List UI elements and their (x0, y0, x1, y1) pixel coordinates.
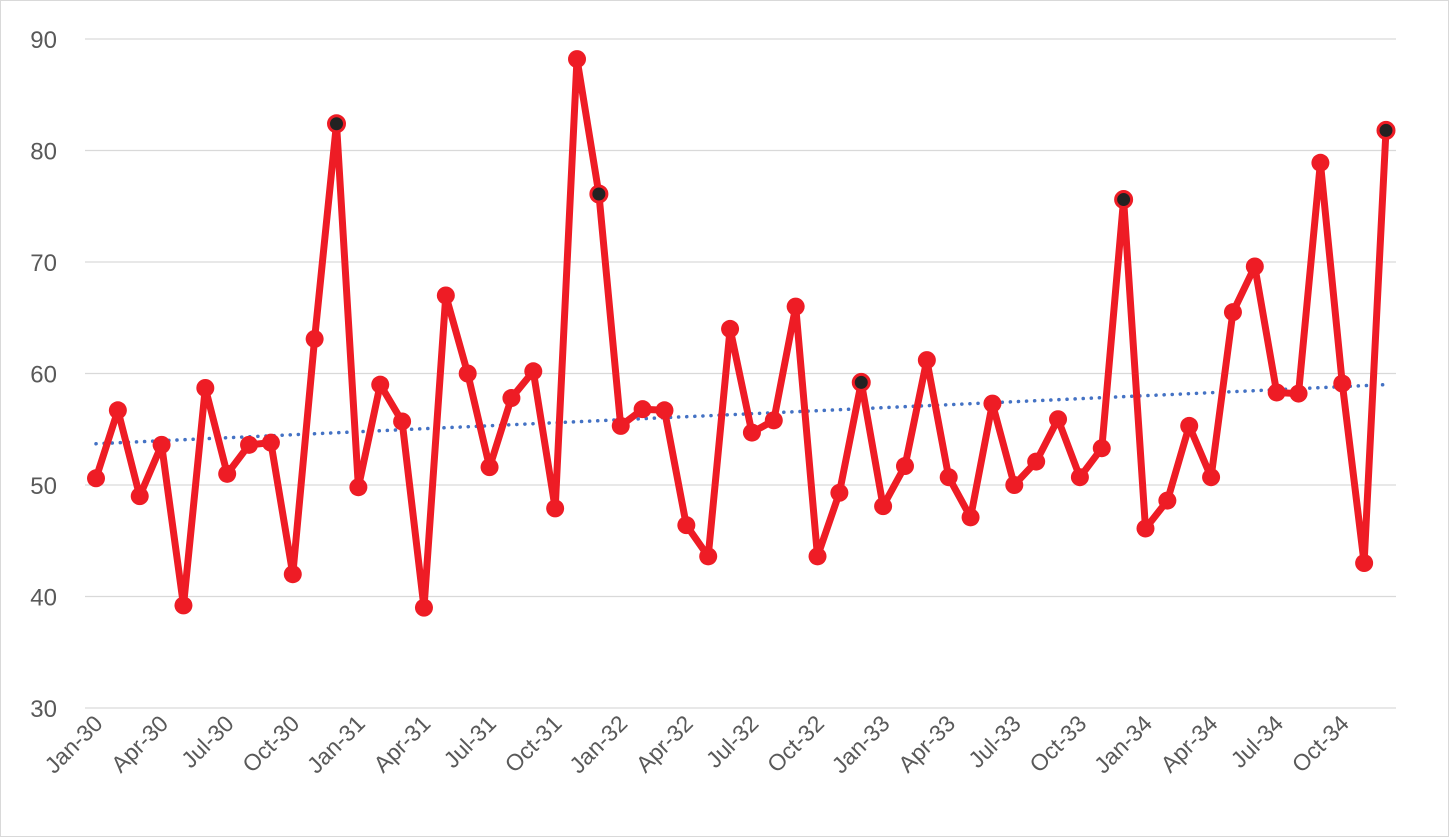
x-tick-label: Jul-32 (701, 710, 764, 773)
x-tick-label: Apr-31 (368, 710, 435, 777)
data-point (1311, 153, 1330, 172)
highlighted-data-point (1114, 190, 1134, 210)
data-point (371, 375, 390, 394)
data-point (677, 516, 696, 535)
series-group (87, 50, 1396, 617)
y-tick-label: 90 (30, 27, 57, 54)
highlighted-data-point (589, 184, 609, 204)
y-tick-label: 40 (30, 585, 57, 612)
trendline-group (94, 382, 1388, 446)
x-tick-label: Oct-30 (237, 710, 304, 777)
data-point (458, 364, 477, 383)
data-point (1092, 439, 1111, 458)
y-tick-label: 50 (30, 473, 57, 500)
x-tick-label: Jul-30 (176, 710, 239, 773)
data-point (1245, 257, 1264, 276)
data-point (196, 378, 215, 397)
data-point (502, 389, 521, 408)
data-point (283, 565, 302, 584)
data-point (1005, 476, 1024, 494)
y-tick-label: 80 (30, 139, 57, 166)
x-tick-label: Jan-32 (564, 710, 632, 778)
data-point (261, 433, 280, 452)
data-point (1180, 416, 1199, 435)
data-point (983, 394, 1002, 413)
x-tick-label: Oct-31 (499, 710, 566, 777)
data-point (874, 497, 893, 516)
x-tick-label: Oct-32 (762, 710, 829, 777)
data-point (721, 319, 740, 338)
data-point (742, 423, 761, 442)
data-point (1333, 374, 1352, 393)
series-line (92, 55, 1390, 612)
trendline (94, 382, 1388, 446)
data-point (393, 412, 412, 431)
data-point (436, 286, 455, 305)
data-point (108, 401, 127, 420)
x-tick-label: Jul-34 (1226, 710, 1289, 773)
x-tick-label: Jan-31 (302, 710, 370, 778)
data-point (655, 401, 674, 420)
data-point (480, 458, 499, 477)
data-point (414, 598, 433, 617)
x-tick-label: Apr-34 (1155, 710, 1222, 777)
data-point (87, 469, 105, 488)
data-point (611, 416, 630, 435)
data-point (524, 362, 543, 381)
data-point (349, 478, 368, 497)
highlighted-data-point (1376, 120, 1396, 140)
data-point (961, 508, 980, 527)
data-point (1267, 383, 1286, 402)
data-point (130, 487, 149, 506)
data-point (1070, 468, 1089, 487)
x-tick-label: Apr-30 (106, 710, 173, 777)
data-point (1355, 554, 1374, 573)
data-point (568, 50, 587, 69)
x-tick-label: Apr-32 (631, 710, 698, 777)
data-point (764, 411, 783, 430)
data-point (546, 499, 565, 518)
x-tick-label: Jul-33 (963, 710, 1026, 773)
data-point (699, 547, 718, 566)
data-point (240, 435, 259, 454)
highlighted-data-point (851, 372, 871, 392)
data-point (1049, 410, 1068, 429)
data-point (218, 464, 237, 483)
data-point (808, 547, 827, 566)
highlighted-data-point (327, 114, 347, 134)
data-point (1158, 491, 1177, 510)
data-point (305, 329, 324, 348)
x-tick-label: Apr-33 (893, 710, 960, 777)
data-point (1136, 519, 1155, 538)
data-point (1027, 452, 1046, 471)
x-tick-label: Oct-34 (1287, 710, 1354, 777)
data-point (152, 435, 171, 454)
data-point (786, 297, 805, 316)
x-tick-label: Jul-31 (438, 710, 501, 773)
x-tick-label: Jan-33 (827, 710, 895, 778)
y-tick-label: 30 (30, 696, 57, 723)
data-point (174, 596, 193, 615)
x-tick-label: Jan-34 (1089, 710, 1157, 778)
x-tick-label: Oct-33 (1024, 710, 1091, 777)
data-point (1223, 303, 1242, 322)
data-point (1289, 384, 1308, 403)
y-axis: 30 40 50 60 70 80 90 (30, 27, 57, 723)
data-point (895, 457, 914, 476)
y-tick-label: 70 (30, 250, 57, 277)
data-point (939, 468, 958, 487)
data-point (830, 483, 849, 502)
y-tick-label: 60 (30, 362, 57, 389)
data-point (633, 400, 652, 419)
data-point (1202, 468, 1221, 487)
data-point (917, 351, 936, 370)
